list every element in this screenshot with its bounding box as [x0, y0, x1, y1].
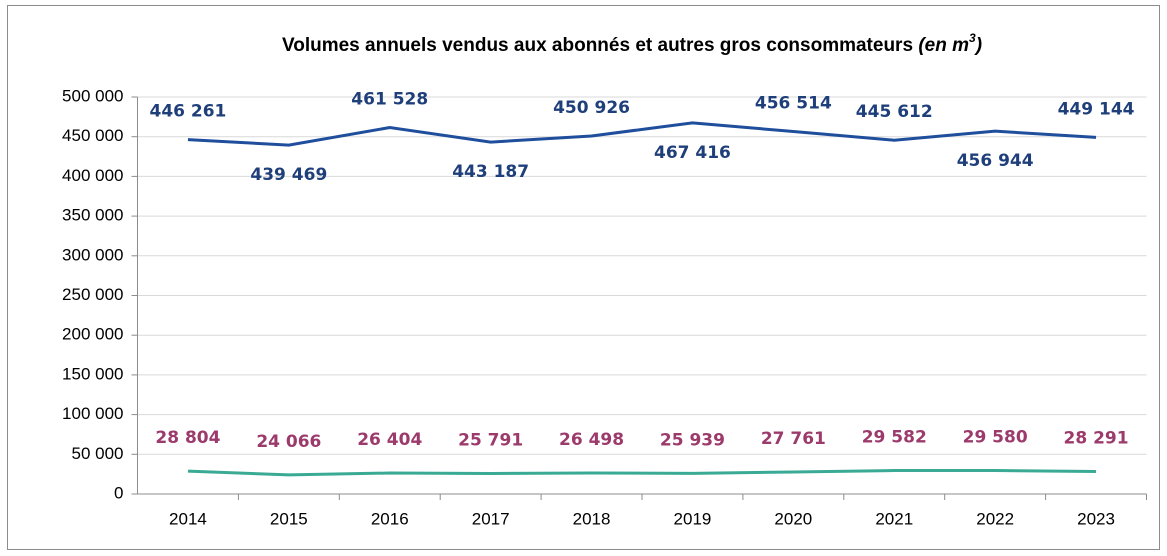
x-tick-label: 2015 [270, 509, 308, 528]
title-unit-sup: 3 [969, 31, 976, 45]
data-label: 27 761 [761, 429, 826, 449]
title-unit: (en m [918, 35, 969, 56]
y-tick-label: 250 000 [62, 285, 123, 304]
x-tick-label: 2019 [674, 509, 712, 528]
y-tick-label: 0 [114, 483, 123, 502]
data-label: 439 469 [250, 165, 327, 185]
data-label: 24 066 [256, 432, 321, 452]
x-tick-label: 2014 [169, 509, 207, 528]
data-label: 26 498 [559, 430, 624, 450]
x-tick-label: 2017 [472, 509, 510, 528]
data-label: 456 514 [755, 94, 832, 114]
x-tick-label: 2022 [976, 509, 1014, 528]
y-tick-label: 450 000 [62, 126, 123, 145]
series-line [187, 121, 1097, 147]
y-tick-label: 350 000 [62, 206, 123, 225]
data-label: 29 580 [963, 428, 1028, 448]
title-unit-close: ) [974, 35, 982, 56]
y-tick-label: 300 000 [62, 245, 123, 264]
data-label: 456 944 [957, 151, 1034, 171]
data-label: 28 804 [155, 428, 220, 448]
series-line [187, 469, 1097, 477]
data-label: 461 528 [351, 90, 428, 110]
data-label: 450 926 [553, 98, 630, 118]
x-tick-label: 2021 [875, 509, 913, 528]
data-label: 28 291 [1064, 429, 1129, 449]
chart-title: Volumes annuels vendus aux abonnés et au… [282, 31, 982, 56]
data-label: 29 582 [862, 428, 927, 448]
y-tick-label: 400 000 [62, 166, 123, 185]
x-tick-label: 2020 [774, 509, 812, 528]
data-label: 25 791 [458, 431, 523, 451]
data-label: 25 939 [660, 430, 725, 450]
data-label: 467 416 [654, 143, 731, 163]
x-tick-label: 2016 [371, 509, 409, 528]
y-tick-label: 100 000 [62, 404, 123, 423]
title-main: Volumes annuels vendus aux abonnés et au… [282, 35, 913, 56]
data-label: 446 261 [150, 102, 227, 122]
x-tick-label: 2018 [573, 509, 611, 528]
data-label: 449 144 [1058, 99, 1135, 119]
y-tick-label: 500 000 [62, 86, 123, 105]
data-label: 443 187 [452, 162, 529, 182]
x-tick-label: 2023 [1077, 509, 1115, 528]
data-label: 26 404 [357, 430, 422, 450]
y-tick-label: 150 000 [62, 364, 123, 383]
y-tick-label: 50 000 [72, 444, 124, 463]
chart-border [7, 5, 1160, 550]
y-tick-label: 200 000 [62, 325, 123, 344]
data-label: 445 612 [856, 102, 933, 122]
